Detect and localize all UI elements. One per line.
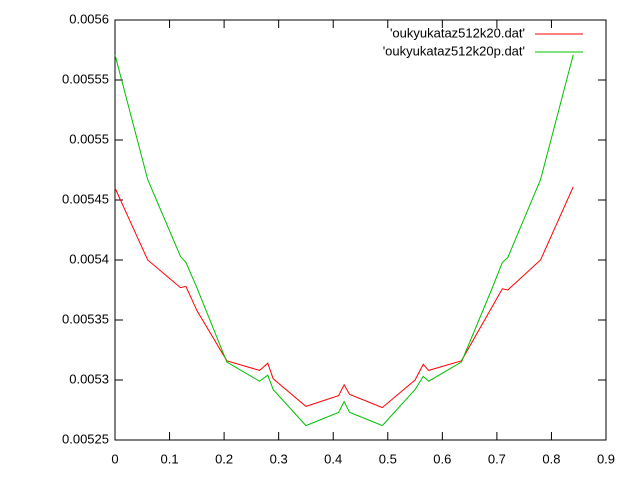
data-line: [114, 186, 574, 409]
y-tick-label: 0.00525: [62, 431, 109, 446]
legend-label: 'oukyukataz512k20.dat': [390, 25, 525, 40]
y-tick-label: 0.00545: [62, 191, 109, 206]
x-tick-label: 0: [111, 451, 118, 466]
x-tick-label: 0.1: [161, 451, 179, 466]
x-tick-label: 0.3: [270, 451, 288, 466]
plot-frame: [114, 19, 607, 441]
y-tick-label: 0.00555: [62, 71, 109, 86]
x-tick-label: 0.4: [324, 451, 342, 466]
y-tick-label: 0.0056: [69, 11, 109, 26]
x-tick-label: 0.2: [215, 451, 233, 466]
x-tick-label: 0.9: [597, 451, 615, 466]
x-tick-label: 0.5: [379, 451, 397, 466]
y-tick-label: 0.00535: [62, 311, 109, 326]
x-tick-label: 0.6: [433, 451, 451, 466]
legend-label: 'oukyukataz512k20p.dat': [383, 43, 525, 58]
x-tick-label: 0.8: [542, 451, 560, 466]
y-tick-label: 0.0054: [69, 251, 109, 266]
data-line: [114, 54, 574, 427]
y-tick-label: 0.0055: [69, 131, 109, 146]
y-tick-label: 0.0053: [69, 371, 109, 386]
x-tick-label: 0.7: [488, 451, 506, 466]
